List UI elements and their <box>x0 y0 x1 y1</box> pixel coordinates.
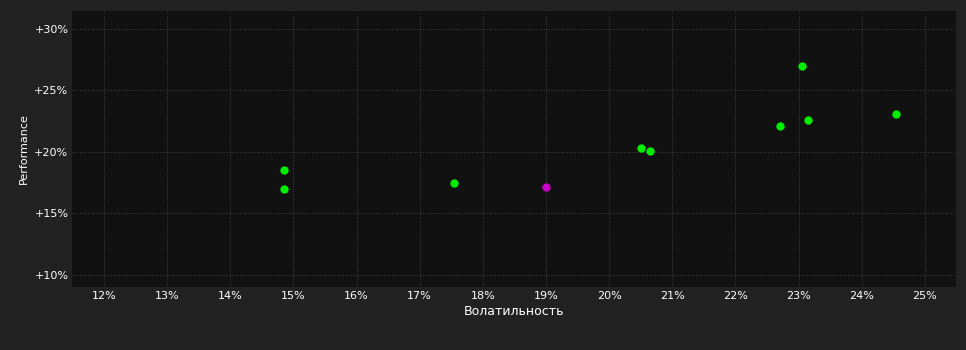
Point <box>633 145 648 151</box>
Point <box>538 185 554 190</box>
X-axis label: Волатильность: Волатильность <box>464 305 565 318</box>
Point <box>276 167 292 173</box>
Point <box>772 123 787 129</box>
Y-axis label: Performance: Performance <box>18 113 29 184</box>
Point <box>800 117 815 122</box>
Point <box>642 148 658 153</box>
Point <box>794 63 810 69</box>
Point <box>276 186 292 191</box>
Point <box>889 111 904 117</box>
Point <box>446 180 462 186</box>
